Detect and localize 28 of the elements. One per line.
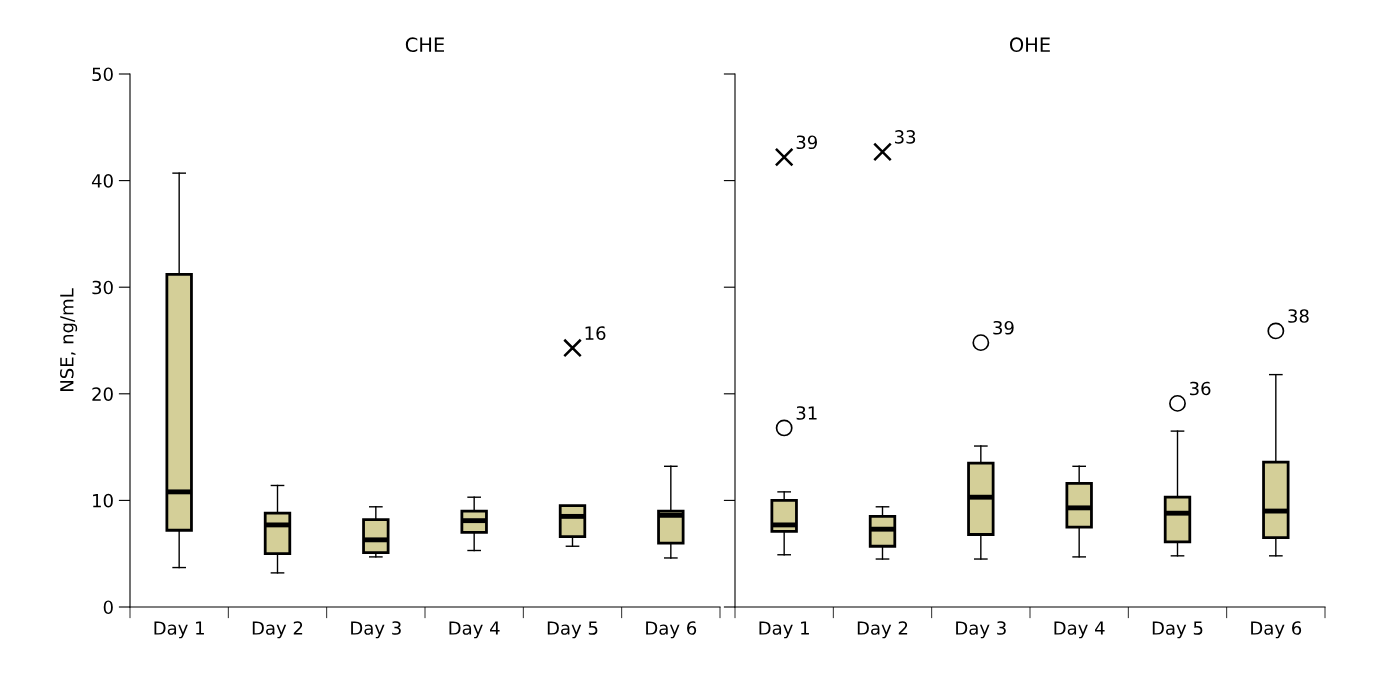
y-tick-label: 20: [92, 387, 113, 401]
x-tick-label: Day 6: [646, 621, 697, 639]
x-tick-label: Day 1: [759, 621, 809, 639]
chart-title: CHE: [405, 37, 444, 53]
annotation: 16: [585, 326, 606, 340]
y-axis-title: NSE, ng/mL: [60, 288, 78, 391]
x-tick-label: Day 3: [956, 621, 1006, 639]
y-tick-label: 50: [92, 67, 113, 82]
annotation: 39: [993, 320, 1014, 335]
y-tick-label: 10: [93, 493, 113, 508]
y-tick-label: 0: [103, 600, 113, 615]
annotation: 33: [894, 130, 916, 144]
x-tick-label: Day 5: [1152, 621, 1203, 639]
x-tick-label: Day 5: [547, 621, 598, 639]
x-tick-label: Day 4: [449, 621, 500, 639]
x-tick-label: Day 3: [351, 621, 401, 639]
x-tick-label: Day 6: [1251, 621, 1302, 639]
annotation: 31: [796, 406, 817, 420]
x-tick-label: Day 2: [857, 621, 908, 639]
annotation: 39: [796, 135, 817, 150]
x-tick-label: Day 1: [154, 621, 204, 639]
annotation: 38: [1288, 309, 1309, 323]
y-tick-label: 40: [91, 174, 113, 188]
x-tick-label: Day 4: [1054, 621, 1105, 639]
annotation: 36: [1189, 381, 1211, 396]
y-tick-label: 30: [92, 280, 113, 295]
chart-title: OHE: [1009, 37, 1050, 53]
x-tick-label: Day 2: [252, 621, 303, 639]
